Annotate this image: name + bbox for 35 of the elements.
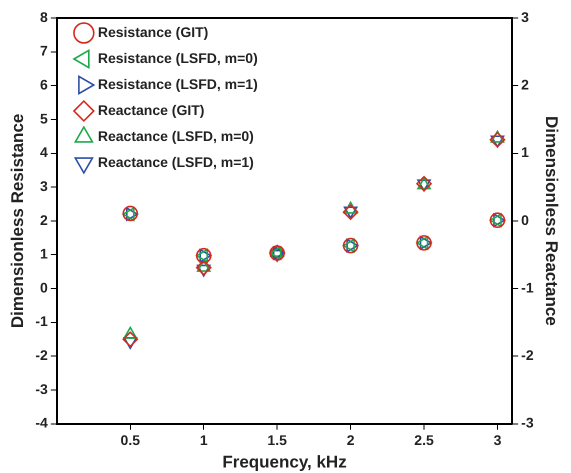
y2-tick-label: -1 — [521, 279, 534, 296]
y-tick-label: 7 — [40, 42, 48, 59]
y-tick-label: 4 — [40, 144, 48, 160]
x-axis-title: Frequency, kHz — [222, 452, 347, 472]
y-tick-label: 3 — [40, 178, 48, 194]
y-tick-label: 8 — [40, 8, 48, 25]
y2-tick-label: -3 — [521, 414, 534, 431]
legend-label: Reactance (LSFD, m=0) — [98, 128, 254, 144]
x-tick-label: 1.5 — [267, 432, 288, 448]
legend-label: Resistance (LSFD, m=0) — [98, 50, 258, 66]
x-tick-label: 2 — [346, 432, 355, 448]
y-tick-label: -2 — [35, 347, 48, 364]
y2-tick-label: 3 — [521, 8, 530, 25]
y-tick-label: 6 — [40, 76, 48, 92]
y2-axis-title: Dimensionless Reactance — [542, 116, 562, 326]
legend-label: Resistance (LSFD, m=1) — [98, 76, 258, 92]
y-tick-label: -3 — [35, 380, 48, 397]
x-tick-label: 2.5 — [414, 432, 434, 448]
y-tick-label: 0 — [40, 279, 48, 296]
y-tick-label: 5 — [40, 110, 48, 126]
y2-tick-label: 1 — [521, 144, 530, 160]
x-tick-label: 0.5 — [120, 432, 140, 448]
y-tick-label: 1 — [40, 246, 48, 262]
y2-tick-label: -2 — [521, 347, 534, 364]
x-tick-label: 1 — [200, 432, 208, 448]
y-axis-title: Dimensionless Resistance — [8, 114, 27, 328]
y2-tick-label: 0 — [521, 212, 530, 228]
legend-label: Resistance (GIT) — [98, 24, 208, 40]
y-tick-label: -1 — [35, 313, 48, 330]
y-tick-label: 2 — [40, 212, 48, 228]
legend-label: Reactance (GIT) — [98, 102, 204, 118]
x-tick-label: 3 — [494, 432, 502, 448]
legend-label: Reactance (LSFD, m=1) — [98, 154, 254, 170]
y2-tick-label: 2 — [521, 76, 530, 92]
y-tick-label: -4 — [35, 414, 48, 431]
